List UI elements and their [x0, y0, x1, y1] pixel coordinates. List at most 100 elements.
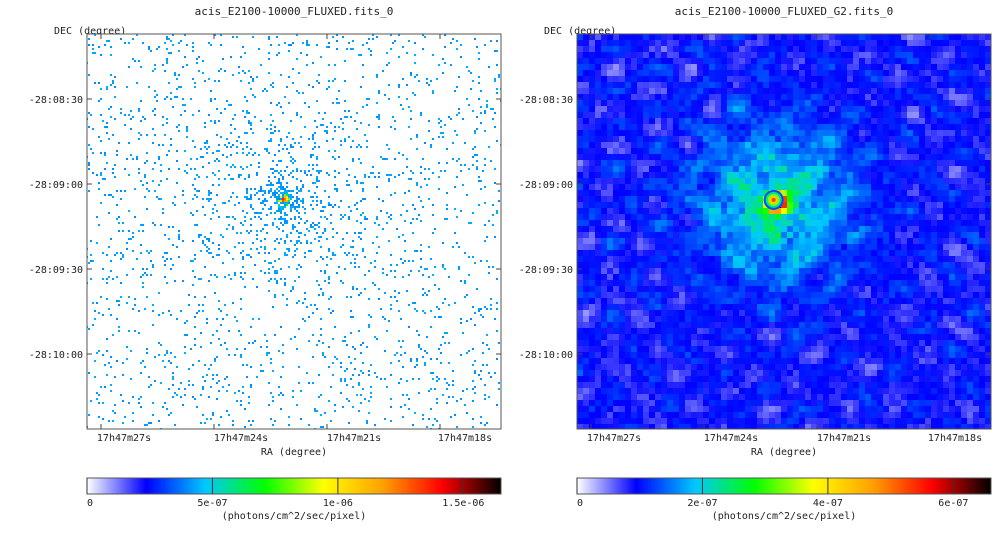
- flux-cell: [889, 94, 895, 100]
- flux-cell: [691, 196, 697, 202]
- flux-cell: [685, 88, 691, 94]
- count-pixel: [444, 124, 446, 126]
- count-pixel: [390, 398, 392, 400]
- flux-cell: [955, 184, 961, 190]
- flux-cell: [697, 106, 703, 112]
- count-pixel: [100, 386, 102, 388]
- flux-cell: [769, 52, 775, 58]
- flux-cell: [835, 154, 841, 160]
- flux-cell: [973, 58, 979, 64]
- flux-cell: [907, 196, 913, 202]
- count-pixel: [124, 114, 126, 116]
- count-pixel: [232, 424, 234, 426]
- count-pixel: [292, 226, 294, 228]
- flux-cell: [805, 82, 811, 88]
- count-pixel: [366, 140, 368, 142]
- flux-cell: [985, 220, 991, 226]
- flux-cell: [751, 34, 757, 40]
- flux-cell: [811, 52, 817, 58]
- flux-cell: [679, 226, 685, 232]
- flux-cell: [661, 184, 667, 190]
- count-pixel: [376, 216, 378, 218]
- flux-cell: [757, 142, 763, 148]
- count-pixel: [298, 92, 300, 94]
- count-pixel: [114, 254, 116, 256]
- count-pixel: [166, 178, 168, 180]
- flux-cell: [649, 202, 655, 208]
- count-pixel: [110, 390, 112, 392]
- x-tick: 17h47m18s: [438, 34, 492, 444]
- flux-cell: [781, 52, 787, 58]
- flux-cell: [901, 112, 907, 118]
- flux-cell: [883, 214, 889, 220]
- flux-cell: [847, 196, 853, 202]
- flux-cell: [901, 64, 907, 70]
- source-pixel: [286, 204, 288, 206]
- count-pixel: [228, 384, 230, 386]
- count-pixel: [494, 78, 496, 80]
- flux-cell: [637, 70, 643, 76]
- count-pixel: [350, 146, 352, 148]
- flux-cell: [637, 46, 643, 52]
- count-pixel: [310, 204, 312, 206]
- flux-cell: [733, 202, 739, 208]
- flux-cell: [703, 82, 709, 88]
- count-pixel: [104, 194, 106, 196]
- flux-cell: [865, 190, 871, 196]
- flux-cell: [859, 184, 865, 190]
- flux-cell: [697, 226, 703, 232]
- count-pixel: [232, 74, 234, 76]
- flux-cell: [949, 34, 955, 40]
- flux-cell: [601, 64, 607, 70]
- count-pixel: [180, 86, 182, 88]
- flux-cell: [757, 166, 763, 172]
- count-pixel: [116, 360, 118, 362]
- flux-cell: [625, 130, 631, 136]
- flux-cell: [637, 142, 643, 148]
- flux-cell: [859, 190, 865, 196]
- count-pixel: [346, 254, 348, 256]
- count-pixel: [190, 212, 192, 214]
- count-pixel: [410, 110, 412, 112]
- flux-cell: [649, 118, 655, 124]
- count-pixel: [334, 184, 336, 186]
- count-pixel: [272, 222, 274, 224]
- count-pixel: [202, 376, 204, 378]
- flux-cell: [835, 160, 841, 166]
- flux-cell: [805, 64, 811, 70]
- count-pixel: [490, 308, 492, 310]
- count-pixel: [442, 242, 444, 244]
- flux-cell: [907, 112, 913, 118]
- count-pixel: [424, 292, 426, 294]
- flux-cell: [841, 172, 847, 178]
- flux-cell: [643, 220, 649, 226]
- flux-cell: [679, 172, 685, 178]
- flux-cell: [745, 82, 751, 88]
- count-pixel: [304, 170, 306, 172]
- flux-cell: [793, 172, 799, 178]
- flux-cell: [625, 64, 631, 70]
- flux-cell: [889, 106, 895, 112]
- count-pixel: [268, 72, 270, 74]
- count-pixel: [278, 182, 280, 184]
- count-pixel: [276, 282, 278, 284]
- flux-cell: [931, 70, 937, 76]
- count-pixel: [426, 352, 428, 354]
- count-pixel: [234, 128, 236, 130]
- flux-cell: [889, 34, 895, 40]
- flux-cell: [589, 76, 595, 82]
- count-pixel: [256, 230, 258, 232]
- count-pixel: [264, 88, 266, 90]
- count-pixel: [230, 196, 232, 198]
- count-pixel: [268, 140, 270, 142]
- count-pixel: [428, 198, 430, 200]
- source-pixel: [284, 200, 286, 202]
- flux-cell: [643, 64, 649, 70]
- flux-cell: [733, 220, 739, 226]
- flux-cell: [895, 196, 901, 202]
- flux-cell: [607, 208, 613, 214]
- count-pixel: [290, 338, 292, 340]
- count-pixel: [274, 218, 276, 220]
- count-pixel: [470, 72, 472, 74]
- flux-cell: [955, 124, 961, 130]
